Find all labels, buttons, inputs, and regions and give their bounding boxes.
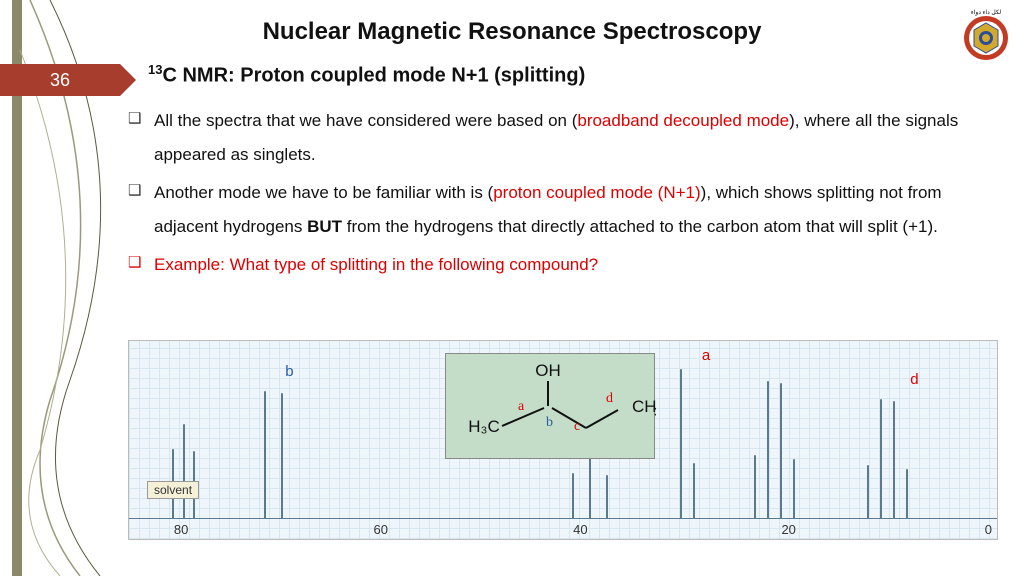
- solvent-label: solvent: [147, 481, 199, 499]
- svg-text:b: b: [546, 415, 553, 430]
- peak: [906, 469, 908, 519]
- svg-text:CH: CH: [632, 397, 656, 416]
- subtitle-text: C NMR: Proton coupled mode N+1 (splittin…: [162, 65, 585, 87]
- svg-text:لكل داء دواء: لكل داء دواء: [971, 9, 1001, 16]
- svg-text:a: a: [518, 399, 525, 414]
- peak-label-b: b: [285, 363, 293, 380]
- b1-pre: All the spectra that we have considered …: [154, 111, 577, 130]
- svg-text:d: d: [606, 391, 613, 406]
- svg-text:OH: OH: [535, 361, 561, 380]
- b2-pre: Another mode we have to be familiar with…: [154, 183, 493, 202]
- x-axis: 80 60 40 20 0: [129, 521, 997, 537]
- b1-red: broadband decoupled mode: [577, 111, 789, 130]
- x-tick: 20: [781, 522, 795, 537]
- peak-label-d: d: [910, 371, 918, 388]
- slide-number-badge: 36: [0, 64, 120, 96]
- x-tick: 40: [573, 522, 587, 537]
- peak: [572, 473, 574, 519]
- peak: [793, 459, 795, 519]
- svg-text:H₃C: H₃C: [468, 417, 499, 436]
- b2-bold: BUT: [307, 217, 342, 236]
- main-title: Nuclear Magnetic Resonance Spectroscopy: [0, 18, 1024, 46]
- peak: [183, 424, 185, 519]
- b2-red: proton coupled mode (N+1): [493, 183, 700, 202]
- bullet-3: Example: What type of splitting in the f…: [128, 248, 998, 282]
- content-body: All the spectra that we have considered …: [128, 104, 998, 286]
- peak: [867, 465, 869, 519]
- svg-text:3: 3: [654, 405, 656, 419]
- peak: [767, 381, 769, 519]
- bullet-1: All the spectra that we have considered …: [128, 104, 998, 172]
- peak: [680, 369, 682, 519]
- b2-post2: from the hydrogens that directly attache…: [342, 217, 938, 236]
- peak: [780, 383, 782, 519]
- peak: [880, 399, 882, 519]
- x-tick: 60: [373, 522, 387, 537]
- peak-label-a: a: [702, 347, 710, 364]
- peak: [281, 393, 283, 519]
- peak: [893, 401, 895, 519]
- slide-number-text: 36: [50, 70, 70, 91]
- molecular-structure: OH H₃C CH 3 a b c d: [445, 353, 655, 459]
- subtitle-sup: 13: [148, 62, 162, 77]
- b3-text: Example: What type of splitting in the f…: [154, 255, 598, 274]
- subtitle: 13C NMR: Proton coupled mode N+1 (splitt…: [148, 62, 585, 88]
- svg-text:c: c: [574, 419, 580, 434]
- institution-logo: لكل داء دواء: [958, 6, 1014, 62]
- x-tick: 80: [174, 522, 188, 537]
- nmr-spectrum: solvent b c a d OH H₃C CH 3 a b c d 80 60 40 2…: [128, 340, 998, 540]
- bullet-2: Another mode we have to be familiar with…: [128, 176, 998, 244]
- x-tick: 0: [985, 522, 992, 537]
- peak: [264, 391, 266, 519]
- peak: [754, 455, 756, 519]
- peak: [693, 463, 695, 519]
